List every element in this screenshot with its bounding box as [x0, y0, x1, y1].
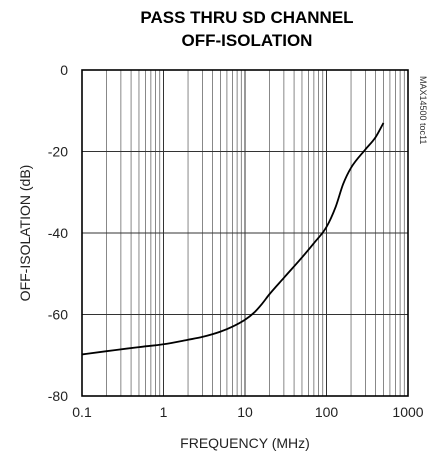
- y-tick-label: 0: [60, 62, 68, 78]
- y-tick-label: -60: [48, 307, 68, 323]
- y-tick-label: -40: [48, 225, 68, 241]
- chart-annotation: MAX14500 toc11: [418, 76, 428, 144]
- x-tick-label: 1: [160, 404, 168, 420]
- chart-title-line-2: OFF-ISOLATION: [182, 31, 313, 50]
- y-axis-label: OFF-ISOLATION (dB): [17, 165, 33, 302]
- series-line: [81, 122, 385, 356]
- y-tick-labels: 0 -20 -40 -60 -80: [48, 62, 68, 404]
- chart-title-line-1: PASS THRU SD CHANNEL: [140, 8, 353, 27]
- x-tick-label: 0.1: [72, 404, 92, 420]
- x-axis-label: FREQUENCY (MHz): [180, 435, 310, 451]
- y-tick-label: -80: [48, 388, 68, 404]
- x-tick-label: 1000: [392, 404, 423, 420]
- grid: [82, 70, 408, 396]
- plot-area-frame: [81, 69, 409, 397]
- x-tick-labels: 0.1 1 10 100 1000: [72, 404, 424, 420]
- y-tick-label: -20: [48, 144, 68, 160]
- x-tick-label: 10: [237, 404, 253, 420]
- x-tick-label: 100: [315, 404, 339, 420]
